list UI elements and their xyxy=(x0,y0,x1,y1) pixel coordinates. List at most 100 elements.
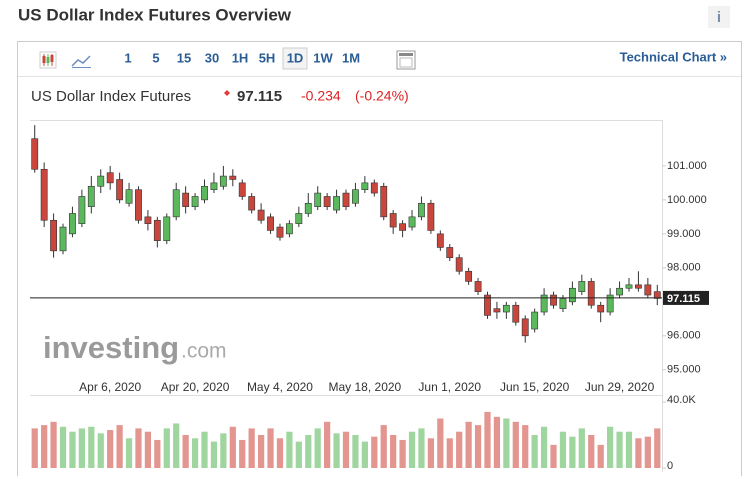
y-tick-label: 98.000 xyxy=(667,262,701,274)
y-tick-label: 99.000 xyxy=(667,228,701,240)
volume-bar xyxy=(248,428,255,468)
candle-body xyxy=(521,318,529,337)
candle-body xyxy=(418,202,425,218)
interval-button[interactable]: 1M xyxy=(342,50,360,65)
candle-body xyxy=(106,172,114,184)
volume-bar xyxy=(540,426,548,468)
interval-button[interactable]: 5H xyxy=(259,50,276,65)
candle-body xyxy=(59,226,67,252)
volume-bar xyxy=(59,426,67,468)
candle-body xyxy=(512,304,520,323)
x-tick-label: May 4, 2020 xyxy=(247,380,313,394)
volume-bar xyxy=(314,428,321,468)
volume-bar xyxy=(625,431,633,468)
candle-body xyxy=(606,294,614,313)
candle-body xyxy=(644,284,652,296)
volume-bar xyxy=(437,418,444,468)
volume-bar xyxy=(522,425,529,468)
candle-body xyxy=(625,284,633,289)
interval-button[interactable]: 30 xyxy=(205,50,219,65)
candle-body xyxy=(116,179,124,201)
candle-body xyxy=(285,223,293,235)
volume-bar xyxy=(97,433,104,468)
interval-button[interactable]: 1D xyxy=(287,50,304,65)
volume-bar xyxy=(512,421,519,468)
interval-button[interactable]: 1W xyxy=(313,50,333,65)
technical-chart-link[interactable]: Technical Chart » xyxy=(620,49,727,64)
interval-button[interactable]: 1H xyxy=(232,50,249,65)
volume-bar xyxy=(163,428,170,468)
volume-bar xyxy=(154,439,161,468)
candle-body xyxy=(587,281,595,306)
info-button[interactable] xyxy=(708,6,730,28)
candle-body xyxy=(257,209,265,221)
volume-bar xyxy=(390,435,397,468)
candle-icon[interactable] xyxy=(39,51,57,69)
candle-body xyxy=(380,185,388,218)
candle-body xyxy=(408,216,416,228)
volume-bar xyxy=(173,423,180,468)
candle-body xyxy=(172,189,180,218)
info-icon[interactable]: i xyxy=(717,9,721,26)
candle-body xyxy=(616,287,623,296)
candle-body xyxy=(135,189,142,221)
x-tick-label: Jun 1, 2020 xyxy=(418,380,481,394)
candle-body xyxy=(248,196,256,211)
volume-bar xyxy=(635,438,642,468)
volume-bar xyxy=(229,426,236,468)
interval-button[interactable]: 1 xyxy=(124,50,131,65)
volume-bar xyxy=(69,431,76,468)
candle-body xyxy=(446,247,454,258)
volume-bar xyxy=(342,431,350,468)
volume-bar xyxy=(380,425,387,468)
volume-bar xyxy=(31,428,38,468)
candle-body xyxy=(314,192,322,207)
candle-body xyxy=(399,223,407,231)
line-icon[interactable] xyxy=(71,55,91,67)
candle-body xyxy=(474,281,482,292)
volume-bar xyxy=(210,441,218,468)
volume-bar xyxy=(607,426,614,468)
calendar-icon[interactable] xyxy=(396,50,416,70)
volume-bar xyxy=(107,430,114,468)
volume-bar xyxy=(399,439,406,468)
candle-body xyxy=(219,175,227,187)
candle-body xyxy=(50,219,57,252)
volume-bar xyxy=(493,416,501,468)
interval-button[interactable]: 5 xyxy=(152,50,159,65)
candle-body xyxy=(153,219,161,241)
x-tick-label: Apr 20, 2020 xyxy=(161,380,230,394)
y-tick-label: 96.000 xyxy=(667,330,701,342)
volume-bar xyxy=(257,435,265,468)
price-change: -0.234 xyxy=(301,88,341,104)
candle-body xyxy=(69,213,76,235)
candle-body xyxy=(31,138,39,170)
y-tick-label: 95.000 xyxy=(667,364,701,376)
candle-body xyxy=(295,213,303,224)
x-tick-label: Jun 29, 2020 xyxy=(585,380,655,394)
candle-body xyxy=(333,196,340,211)
volume-bar xyxy=(182,435,189,468)
candle-body xyxy=(436,233,444,248)
volume-bar xyxy=(286,431,293,468)
volume-bar xyxy=(531,435,538,468)
volume-bar xyxy=(588,435,595,468)
volume-bar xyxy=(371,436,378,468)
candle-body xyxy=(78,196,86,224)
volume-bar xyxy=(201,431,208,468)
volume-bar xyxy=(578,428,585,468)
candle-body xyxy=(455,257,463,272)
volume-bar xyxy=(116,425,123,468)
volume-bar xyxy=(220,433,227,468)
volume-bar xyxy=(474,425,482,468)
candle-body xyxy=(97,175,105,187)
candle-body xyxy=(484,294,491,316)
candle-body xyxy=(427,202,435,231)
candle-body xyxy=(210,182,218,190)
interval-active xyxy=(282,47,308,70)
candle-body xyxy=(201,185,208,201)
candle-body xyxy=(182,192,190,207)
volume-bar xyxy=(125,438,133,468)
interval-button[interactable]: 15 xyxy=(177,50,191,65)
watermark-brand: investing xyxy=(43,330,179,365)
